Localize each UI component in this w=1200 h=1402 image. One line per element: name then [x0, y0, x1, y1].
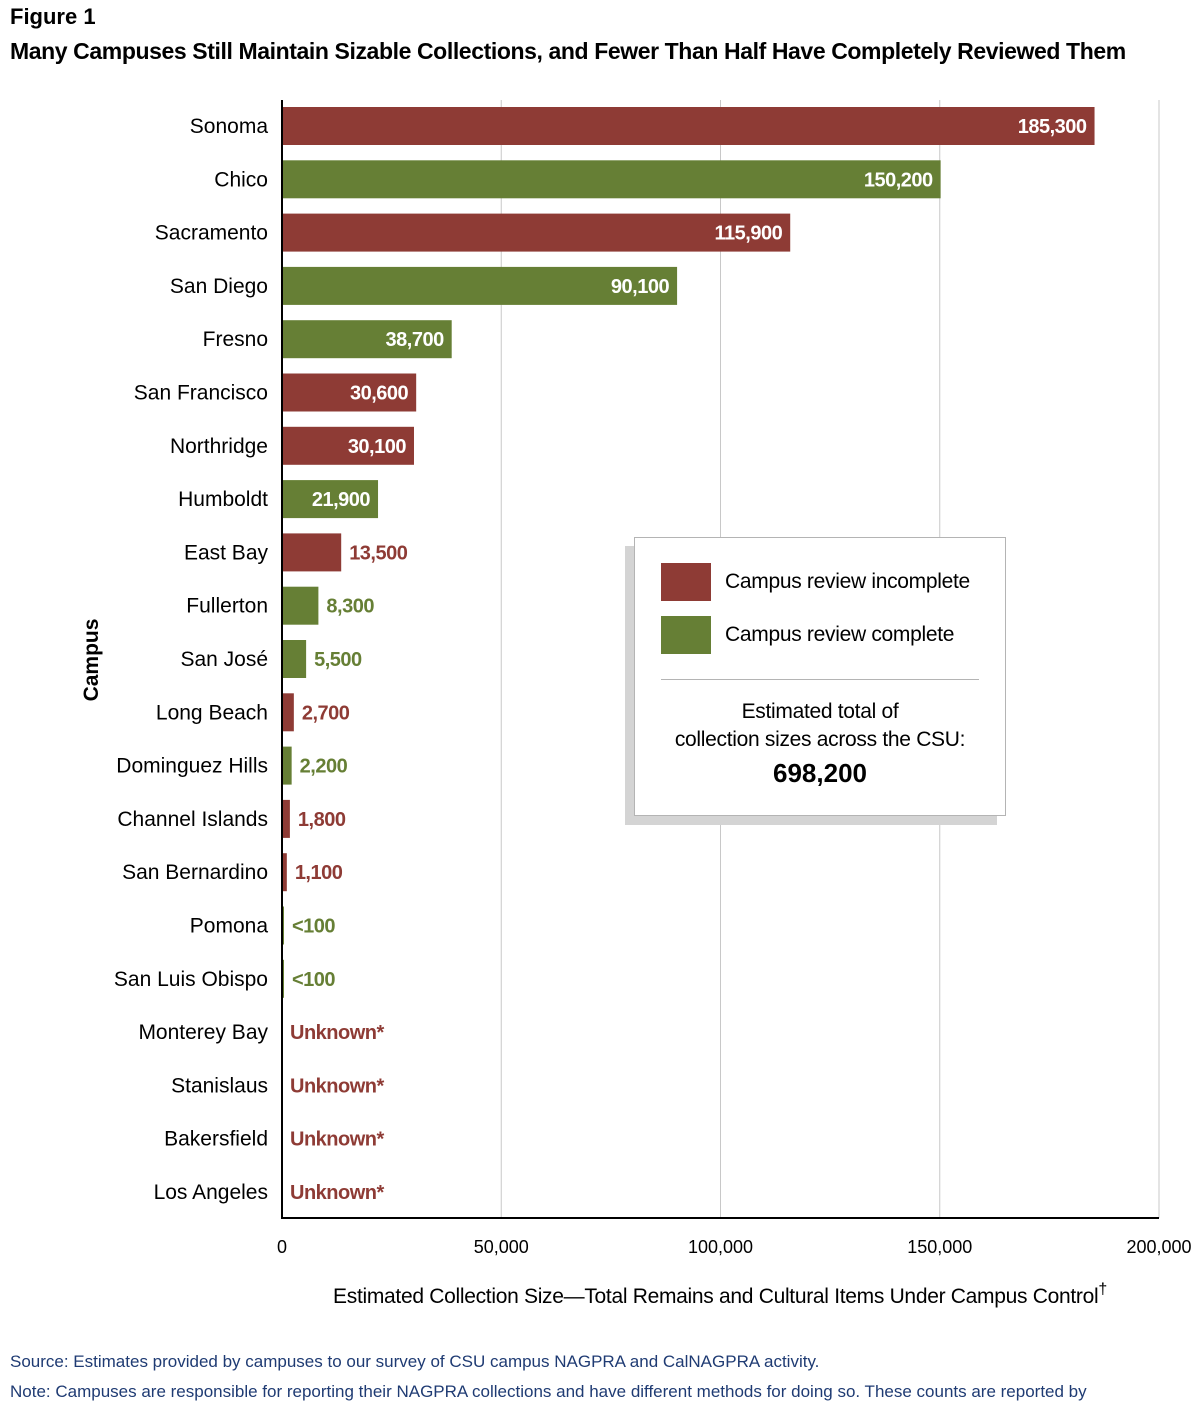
- value-label: 2,700: [302, 702, 350, 724]
- value-label: 185,300: [1018, 116, 1087, 138]
- value-label: 13,500: [349, 542, 408, 564]
- x-tick-label: 100,000: [688, 1237, 753, 1257]
- bar: [282, 533, 342, 572]
- bar: [282, 373, 417, 412]
- category-label: Los Angeles: [154, 1181, 268, 1204]
- legend-swatch-complete: [661, 616, 711, 654]
- bar: [282, 853, 287, 892]
- bar: [282, 213, 791, 252]
- x-tick-label: 150,000: [907, 1237, 972, 1257]
- category-label: Bakersfield: [164, 1128, 268, 1151]
- value-label: Unknown*: [290, 1182, 384, 1204]
- bar: [282, 107, 1095, 145]
- legend-label-complete: Campus review complete: [725, 623, 955, 646]
- legend-item-complete: Campus review complete: [661, 616, 954, 654]
- bar: [282, 266, 678, 305]
- category-label: Fullerton: [186, 595, 268, 618]
- value-label: Unknown*: [290, 1022, 384, 1044]
- value-label: 1,100: [295, 862, 343, 884]
- value-label: <100: [292, 969, 335, 991]
- category-label: Dominguez Hills: [116, 755, 268, 778]
- footnote: Note: Campuses are responsible for repor…: [10, 1382, 1087, 1401]
- total-caption-line1: Estimated total of: [741, 700, 899, 723]
- bar: [282, 480, 379, 519]
- bar: [282, 426, 414, 465]
- value-label: 90,100: [611, 276, 670, 298]
- x-tick-label: 0: [277, 1237, 287, 1257]
- category-label: Stanislaus: [171, 1074, 268, 1097]
- value-label: Unknown*: [290, 1075, 384, 1097]
- category-label: San Luis Obispo: [114, 968, 268, 991]
- category-label: Fresno: [203, 328, 268, 351]
- category-label: Chico: [214, 168, 268, 191]
- total-caption-line2: collection sizes across the CSU:: [674, 728, 966, 751]
- x-tick-label: 200,000: [1126, 1237, 1191, 1257]
- figure-title: Many Campuses Still Maintain Sizable Col…: [10, 38, 1126, 64]
- category-label: San Bernardino: [122, 861, 268, 884]
- category-label: Monterey Bay: [138, 1021, 268, 1044]
- legend-swatch-incomplete: [661, 563, 711, 601]
- category-label: Sonoma: [190, 115, 269, 138]
- value-label: 38,700: [386, 329, 445, 351]
- value-label: 8,300: [326, 596, 374, 618]
- category-label: Long Beach: [156, 701, 268, 724]
- value-label: 150,200: [864, 169, 933, 191]
- bar: [282, 320, 452, 359]
- figure-label: Figure 1: [10, 4, 96, 29]
- category-label: Channel Islands: [117, 808, 268, 831]
- value-label: 30,600: [350, 383, 409, 405]
- bar: [282, 640, 307, 678]
- value-label: 30,100: [348, 436, 407, 458]
- value-label: 5,500: [314, 649, 362, 671]
- total-value: 698,200: [773, 758, 867, 788]
- bar: [282, 586, 319, 625]
- legend-box: Campus review incomplete Campus review c…: [634, 537, 1006, 816]
- category-label: San Diego: [170, 275, 268, 298]
- value-label: <100: [292, 916, 335, 938]
- category-label: Pomona: [190, 915, 269, 938]
- bar: [282, 693, 294, 732]
- category-label: San José: [180, 648, 268, 671]
- legend-item-incomplete: Campus review incomplete: [661, 563, 970, 601]
- category-label: Northridge: [170, 435, 268, 458]
- bar-chart: Sonoma 185,300 Chico 150,200 Sacramento 115,9…: [80, 100, 1192, 1308]
- value-label: 21,900: [312, 489, 371, 511]
- category-label: Humboldt: [178, 488, 268, 511]
- bar: [282, 746, 292, 785]
- bar: [282, 160, 941, 199]
- x-tick-label: 50,000: [474, 1237, 529, 1257]
- y-axis-label: Campus: [80, 619, 103, 702]
- value-label: 2,200: [300, 756, 348, 778]
- category-label: East Bay: [184, 541, 269, 564]
- value-label: 1,800: [298, 809, 346, 831]
- category-label: San Francisco: [134, 382, 268, 405]
- total-caption: Estimated total of collection sizes acro…: [635, 698, 1005, 754]
- bar: [282, 799, 290, 838]
- source-note: Source: Estimates provided by campuses t…: [10, 1352, 820, 1371]
- legend-label-incomplete: Campus review incomplete: [725, 570, 970, 593]
- category-label: Sacramento: [155, 222, 268, 245]
- value-label: Unknown*: [290, 1129, 384, 1151]
- x-axis-label: Estimated Collection Size—Total Remains …: [333, 1281, 1107, 1308]
- legend-divider: [661, 679, 979, 680]
- value-label: 115,900: [715, 223, 783, 245]
